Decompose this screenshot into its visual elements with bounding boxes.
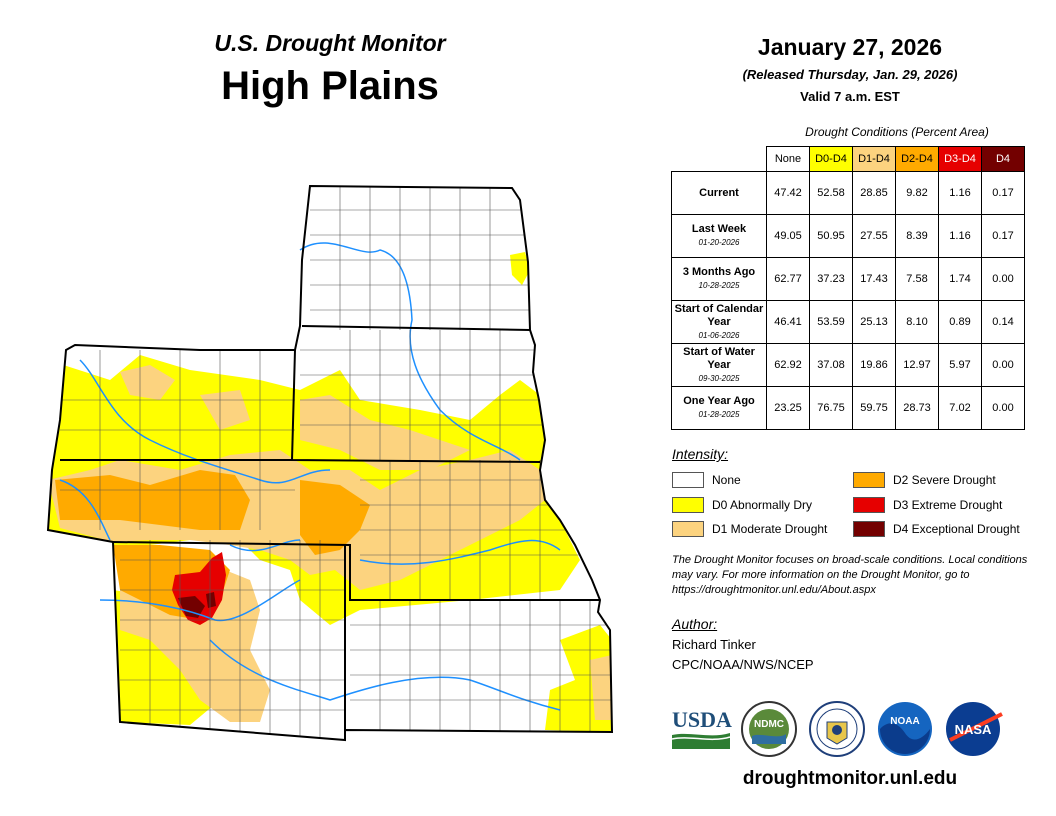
row-label: Start of Calendar Year 01-06-2026 — [671, 300, 767, 344]
doc-seal-logo — [809, 701, 865, 757]
table-row: Current 47.42 52.58 28.85 9.82 1.16 0.17 — [671, 171, 1025, 215]
map-region-title: High Plains — [221, 64, 439, 108]
table-cell: 50.95 — [809, 214, 853, 258]
legend-swatch — [672, 497, 704, 513]
table-cell: 0.17 — [981, 214, 1025, 258]
ndmc-logo: NDMC — [741, 701, 797, 757]
column-header: D0-D4 — [809, 146, 853, 172]
row-label: Start of Water Year 09-30-2025 — [671, 343, 767, 387]
row-label: One Year Ago 01-28-2025 — [671, 386, 767, 430]
row-label: Last Week 01-20-2026 — [671, 214, 767, 258]
table-cell: 19.86 — [852, 343, 896, 387]
table-row: Last Week 01-20-2026 49.05 50.95 27.55 8.39 1.… — [671, 214, 1025, 258]
row-label: 3 Months Ago 10-28-2025 — [671, 257, 767, 301]
table-corner — [671, 146, 767, 172]
table-cell: 53.59 — [809, 300, 853, 344]
table-cell: 27.55 — [852, 214, 896, 258]
d4-area — [178, 596, 205, 618]
svg-text:USDA: USDA — [672, 707, 732, 732]
legend-item-d1: D1 Moderate Drought — [672, 521, 827, 537]
map-header-title: U.S. Drought Monitor — [214, 30, 446, 56]
table-cell: 23.25 — [766, 386, 810, 430]
table-cell: 7.02 — [938, 386, 982, 430]
table-cell: 8.39 — [895, 214, 939, 258]
svg-text:NASA: NASA — [955, 722, 992, 737]
table-cell: 0.89 — [938, 300, 982, 344]
table-cell: 12.97 — [895, 343, 939, 387]
noaa-logo: NOAA — [878, 702, 932, 756]
table-cell: 0.00 — [981, 386, 1025, 430]
column-header: None — [766, 146, 810, 172]
author-org: CPC/NOAA/NWS/NCEP — [672, 657, 814, 672]
state-borders — [46, 184, 614, 742]
legend-item-none: None — [672, 472, 741, 488]
valid-time: Valid 7 a.m. EST — [800, 89, 900, 104]
column-header: D3-D4 — [938, 146, 982, 172]
legend-swatch — [853, 521, 885, 537]
table-cell: 0.17 — [981, 171, 1025, 215]
author-name: Richard Tinker — [672, 637, 756, 652]
usda-logo: USDA — [671, 707, 732, 749]
drought-map — [46, 184, 614, 742]
table-cell: 46.41 — [766, 300, 810, 344]
table-cell: 28.73 — [895, 386, 939, 430]
table-cell: 0.00 — [981, 343, 1025, 387]
table-cell: 62.77 — [766, 257, 810, 301]
table-cell: 8.10 — [895, 300, 939, 344]
table-cell: 25.13 — [852, 300, 896, 344]
legend-item-d0: D0 Abnormally Dry — [672, 497, 812, 513]
table-cell: 9.82 — [895, 171, 939, 215]
legend-item-d2: D2 Severe Drought — [853, 472, 996, 488]
table-cell: 47.42 — [766, 171, 810, 215]
legend-item-d3: D3 Extreme Drought — [853, 497, 1002, 513]
svg-text:NOAA: NOAA — [890, 716, 919, 727]
table-cell: 0.14 — [981, 300, 1025, 344]
table-cell: 7.58 — [895, 257, 939, 301]
table-cell: 37.08 — [809, 343, 853, 387]
table-cell: 1.16 — [938, 171, 982, 215]
table-caption: Drought Conditions (Percent Area) — [805, 125, 989, 139]
table-cell: 0.00 — [981, 257, 1025, 301]
table-row: One Year Ago 01-28-2025 23.25 76.75 59.75 28.… — [671, 386, 1025, 430]
column-header: D1-D4 — [852, 146, 896, 172]
legend-swatch — [853, 497, 885, 513]
legend-swatch — [853, 472, 885, 488]
drought-conditions-table: None D0-D4 D1-D4 D2-D4 D3-D4 D4 Current 4… — [671, 146, 1025, 430]
table-row: Start of Calendar Year 01-06-2026 46.41 53.… — [671, 300, 1025, 344]
table-cell: 1.16 — [938, 214, 982, 258]
table-cell: 62.92 — [766, 343, 810, 387]
table-cell: 37.23 — [809, 257, 853, 301]
disclaimer-note: The Drought Monitor focuses on broad-sca… — [672, 554, 1028, 596]
d2-area — [55, 470, 250, 530]
legend-title: Intensity: — [672, 446, 729, 462]
website-link[interactable]: droughtmonitor.unl.edu — [742, 768, 958, 789]
author-title: Author: — [672, 616, 718, 632]
legend-swatch — [672, 472, 704, 488]
table-cell: 52.58 — [809, 171, 853, 215]
table-cell: 17.43 — [852, 257, 896, 301]
table-cell: 76.75 — [809, 386, 853, 430]
table-row: Start of Water Year 09-30-2025 62.92 37.08 1… — [671, 343, 1025, 387]
table-cell: 5.97 — [938, 343, 982, 387]
column-header: D2-D4 — [895, 146, 939, 172]
column-header: D4 — [981, 146, 1025, 172]
table-cell: 1.74 — [938, 257, 982, 301]
map-date: January 27, 2026 — [757, 34, 943, 60]
nasa-logo: NASA — [946, 702, 1003, 756]
legend-swatch — [672, 521, 704, 537]
release-date: (Released Thursday, Jan. 29, 2026) — [742, 67, 958, 82]
table-cell: 59.75 — [852, 386, 896, 430]
table-cell: 28.85 — [852, 171, 896, 215]
legend-item-d4: D4 Exceptional Drought — [853, 521, 1020, 537]
county-lines — [60, 186, 612, 740]
table-row: 3 Months Ago 10-28-2025 62.77 37.23 17.43 7.5… — [671, 257, 1025, 301]
table-cell: 49.05 — [766, 214, 810, 258]
svg-text:NDMC: NDMC — [754, 719, 784, 730]
row-label: Current — [671, 171, 767, 215]
